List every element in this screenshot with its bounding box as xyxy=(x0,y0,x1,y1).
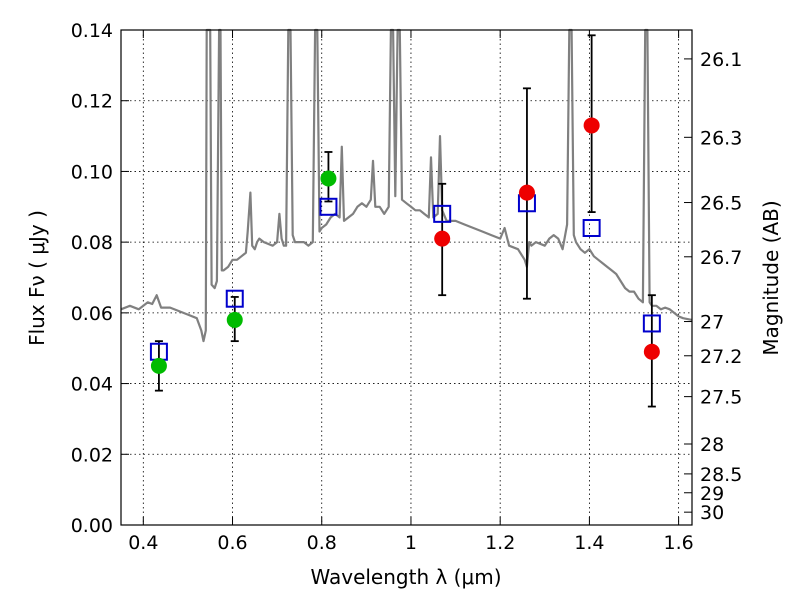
y-tick-label: 0.10 xyxy=(71,161,113,183)
right-tick-label: 30 xyxy=(700,502,724,524)
x-tick-label: 1.4 xyxy=(574,532,604,554)
y-axis-label: Flux Fν ( μJy ) xyxy=(25,210,49,346)
plot-frame xyxy=(120,29,693,526)
x-tick-label: 1.6 xyxy=(664,532,694,554)
model-photometry-square xyxy=(642,314,661,333)
y-tick-label: 0.08 xyxy=(71,232,113,254)
spectrum-line xyxy=(120,28,693,343)
y-tick-label: 0.00 xyxy=(71,515,113,537)
right-tick-label: 27.5 xyxy=(700,387,742,409)
observed-point xyxy=(518,184,535,201)
x-tick-label: 0.6 xyxy=(217,532,247,554)
model-photometry-square xyxy=(319,197,338,216)
model-photometry-square xyxy=(582,219,601,237)
y-tick-label: 0.06 xyxy=(71,303,113,325)
right-tick-label: 28.5 xyxy=(700,464,742,486)
y-tick-label: 0.02 xyxy=(71,444,113,466)
observed-point xyxy=(643,343,660,360)
right-tick-label: 27.2 xyxy=(700,346,742,368)
right-tick-label: 26.3 xyxy=(700,127,742,149)
observed-point xyxy=(226,311,243,328)
y-tick-label: 0.12 xyxy=(71,91,113,113)
right-tick-label: 29 xyxy=(700,483,724,505)
x-tick-label: 1 xyxy=(405,532,417,554)
x-axis-label: Wavelength λ (μm) xyxy=(310,565,501,589)
tick-layer: 0.4 0.6 0.8 1 1.2 1.4 1.6 0.00 0.02 0.04 0.06 0.08 0… xyxy=(71,20,743,554)
errorbar-layer xyxy=(154,34,656,408)
observed-point xyxy=(150,357,167,374)
x-tick-label: 1.2 xyxy=(485,532,515,554)
model-photometry-square xyxy=(225,289,244,308)
right-tick-label: 28 xyxy=(700,434,724,456)
model-photometry-square xyxy=(433,204,452,223)
x-tick-label: 0.4 xyxy=(128,532,158,554)
y-tick-label: 0.14 xyxy=(71,20,113,42)
x-tick-label: 0.8 xyxy=(307,532,337,554)
observed-point xyxy=(583,117,600,134)
observed-point xyxy=(320,170,337,187)
right-tick-label: 27 xyxy=(700,312,724,334)
spectrum-layer xyxy=(120,28,693,343)
y-tick-label: 0.04 xyxy=(71,374,113,396)
right-axis-label: Magnitude (AB) xyxy=(759,200,783,355)
right-tick-label: 26.7 xyxy=(700,247,742,269)
observed-point xyxy=(434,230,451,247)
right-tick-label: 26.1 xyxy=(700,49,742,71)
marker-layer xyxy=(149,117,661,374)
right-tick-label: 26.5 xyxy=(700,193,742,215)
